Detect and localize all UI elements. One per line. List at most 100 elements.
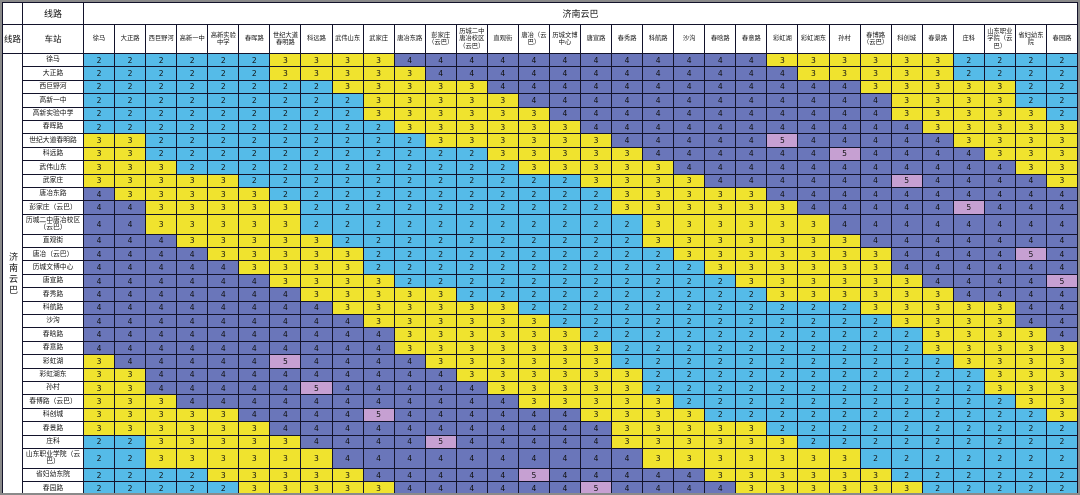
fare-cell: 2 xyxy=(828,434,861,449)
fare-cell: 3 xyxy=(486,380,519,396)
fare-cell: 4 xyxy=(548,447,582,469)
fare-cell: 3 xyxy=(921,52,954,68)
fare-cell: 3 xyxy=(207,467,240,483)
fare-cell: 4 xyxy=(331,421,364,436)
fare-cell: 4 xyxy=(859,233,892,249)
fare-cell: 4 xyxy=(238,340,271,356)
fare-cell: 2 xyxy=(797,340,830,356)
fare-cell: 4 xyxy=(611,119,644,135)
fare-cell: 2 xyxy=(145,119,178,135)
fare-cell: 2 xyxy=(455,287,488,302)
fare-cell: 4 xyxy=(797,119,830,135)
fare-cell: 3 xyxy=(890,52,923,68)
fare-cell: 4 xyxy=(859,200,892,215)
fare-cell: 3 xyxy=(269,447,302,469)
fare-cell: 2 xyxy=(642,367,675,382)
fare-table-row: 彩虹湖东 3 3 4 4 4 4 4 4 4 4 4 4 3 3 3 3 3 3 2 2 2 2 2 2 2 2 2 2 2 3 3 3 xyxy=(3,367,1078,382)
fare-cell: 4 xyxy=(766,173,799,188)
fare-cell: 2 xyxy=(486,260,519,275)
row-station-label: 大正路 xyxy=(22,66,84,81)
fare-cell: 3 xyxy=(983,314,1016,329)
fare-cell: 3 xyxy=(114,380,147,396)
fare-cell: 4 xyxy=(579,467,613,483)
fare-cell: 4 xyxy=(82,260,116,275)
fare-cell: 3 xyxy=(1045,407,1078,423)
fare-cell: 3 xyxy=(424,119,457,135)
fare-cell: 2 xyxy=(455,146,488,162)
fare-cell: 3 xyxy=(269,200,302,215)
fare-cell: 4 xyxy=(486,79,519,95)
fare-cell: 3 xyxy=(424,340,457,356)
fare-cell: 2 xyxy=(673,380,706,396)
fare-table-row: 唐冶东路 4 3 3 3 3 3 2 2 2 2 2 2 2 2 2 2 2 3 3 3 3 3 4 4 4 4 4 4 4 4 4 4 xyxy=(3,186,1078,202)
fare-cell: 4 xyxy=(766,146,799,162)
fare-cell: 2 xyxy=(300,160,333,175)
fare-cell: 3 xyxy=(611,367,644,382)
fare-cell: 2 xyxy=(300,93,333,108)
col-station-header: 唐宣路 xyxy=(579,24,613,54)
fare-cell: 4 xyxy=(238,407,271,423)
fare-cell: 3 xyxy=(424,314,457,329)
fare-cell: 3 xyxy=(1045,119,1078,135)
col-station-header: 世纪大道春明路 xyxy=(269,24,302,54)
fare-cell: 4 xyxy=(579,79,613,95)
fare-cell: 4 xyxy=(952,287,985,302)
fare-cell: 2 xyxy=(269,106,302,121)
fare-cell: 3 xyxy=(579,380,613,396)
fare-cell: 3 xyxy=(797,52,830,68)
fare-cell: 4 xyxy=(300,367,333,382)
fare-cell: 4 xyxy=(1045,247,1078,262)
col-station-header: 直观街 xyxy=(486,24,519,54)
fare-cell: 3 xyxy=(1014,119,1047,135)
fare-cell: 2 xyxy=(828,300,861,316)
fare-cell: 2 xyxy=(828,421,861,436)
fare-cell: 4 xyxy=(1045,186,1078,202)
fare-cell: 2 xyxy=(424,173,457,188)
fare-cell: 4 xyxy=(952,273,985,289)
fare-cell: 4 xyxy=(921,233,954,249)
fare-cell: 3 xyxy=(486,314,519,329)
fare-cell: 4 xyxy=(238,380,271,396)
fare-cell: 3 xyxy=(983,300,1016,316)
fare-cell: 3 xyxy=(952,300,985,316)
fare-cell: 5 xyxy=(517,467,550,483)
fare-table-row: 科远路 3 3 2 2 2 2 2 2 2 2 2 2 2 3 3 3 3 3 4 4 4 4 4 4 5 4 4 4 4 3 3 3 xyxy=(3,146,1078,162)
fare-cell: 2 xyxy=(859,327,892,342)
fare-table-row: 历城二中唐冶校区（云巴） 4 4 3 3 3 3 3 2 2 2 2 2 2 2 2 2 2 2 3 3 3 3 3 3 4 4 4 4… xyxy=(3,213,1078,235)
fare-cell: 3 xyxy=(486,93,519,108)
fare-cell: 2 xyxy=(393,133,426,148)
fare-cell: 4 xyxy=(859,146,892,162)
col-station-header: 春园路 xyxy=(1045,24,1078,54)
fare-cell: 2 xyxy=(797,327,830,342)
fare-cell: 4 xyxy=(952,213,985,235)
fare-cell: 2 xyxy=(579,247,613,262)
fare-cell: 2 xyxy=(579,287,613,302)
fare-cell: 4 xyxy=(797,93,830,108)
fare-cell: 3 xyxy=(517,394,550,409)
fare-cell: 3 xyxy=(673,247,706,262)
fare-cell: 3 xyxy=(455,93,488,108)
fare-cell: 2 xyxy=(673,340,706,356)
fare-cell: 3 xyxy=(486,340,519,356)
fare-cell: 2 xyxy=(735,287,768,302)
fare-cell: 3 xyxy=(766,200,799,215)
fare-cell: 4 xyxy=(82,300,116,316)
fare-cell: 4 xyxy=(828,106,861,121)
col-station-header: 科远路 xyxy=(300,24,333,54)
fare-cell: 3 xyxy=(238,186,271,202)
fare-cell: 3 xyxy=(921,79,954,95)
row-station-label: 春晗路 xyxy=(22,327,84,342)
fare-cell: 3 xyxy=(548,340,582,356)
fare-cell: 3 xyxy=(735,434,768,449)
fare-cell: 4 xyxy=(145,327,178,342)
fare-cell: 2 xyxy=(704,314,737,329)
fare-cell: 2 xyxy=(424,186,457,202)
fare-cell: 4 xyxy=(238,354,271,369)
fare-cell: 3 xyxy=(82,354,116,369)
fare-cell: 4 xyxy=(704,481,737,493)
fare-cell: 4 xyxy=(673,146,706,162)
fare-cell: 3 xyxy=(176,200,209,215)
fare-cell: 2 xyxy=(548,200,582,215)
fare-cell: 4 xyxy=(207,340,240,356)
fare-cell: 3 xyxy=(766,447,799,469)
